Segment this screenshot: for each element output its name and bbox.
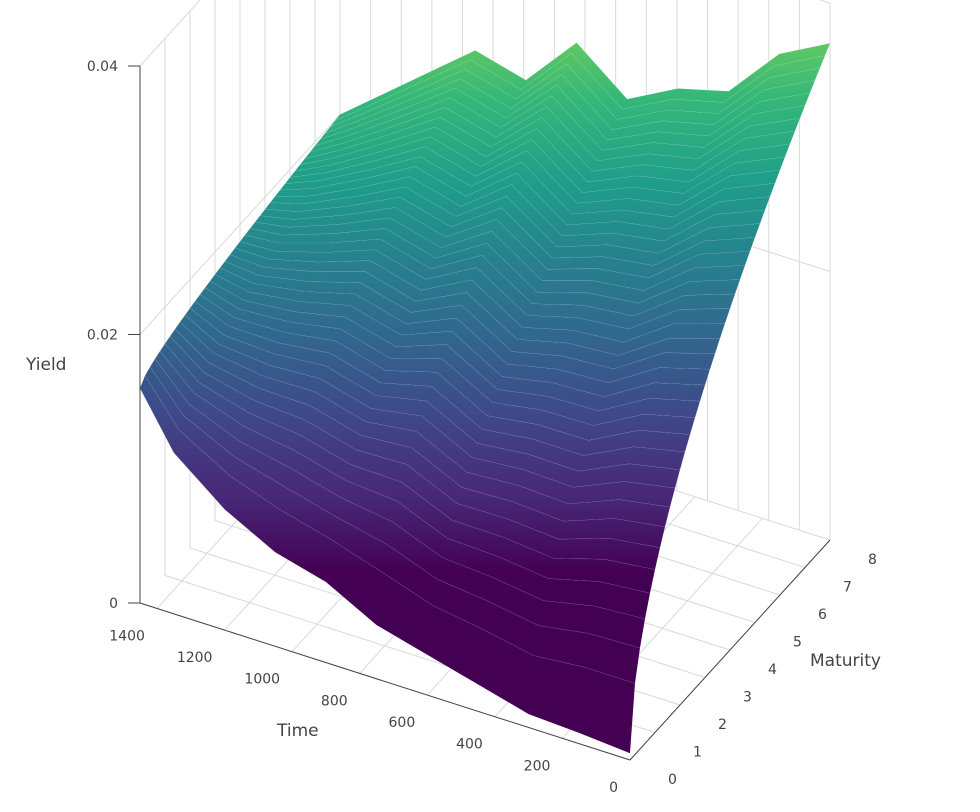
yield-tick-label: 0.04 (87, 59, 118, 75)
time-tick-label: 200 (524, 758, 551, 774)
maturity-axis-title: Maturity (810, 651, 881, 671)
maturity-tick-label: 1 (693, 745, 702, 761)
maturity-tick-label: 8 (868, 552, 877, 568)
time-tick-label: 400 (456, 737, 483, 753)
time-tick-label: 1000 (244, 672, 280, 688)
maturity-tick-label: 3 (743, 690, 752, 706)
yield-tick-label: 0 (109, 596, 118, 612)
maturity-tick-label: 7 (843, 580, 852, 596)
yield-axis-title: Yield (25, 355, 66, 375)
time-tick-label: 1400 (109, 628, 145, 644)
time-tick-label: 800 (321, 693, 348, 709)
axis-line (629, 539, 831, 761)
axis-line (139, 602, 631, 761)
yield-axis-ticks: 0 0.02 0.04 (87, 59, 140, 612)
yield-surface (139, 42, 831, 754)
time-tick-label: 0 (609, 780, 618, 796)
time-axis-ticks: 1400 1200 1000 800 600 400 200 0 (109, 628, 618, 796)
time-tick-label: 1200 (177, 650, 213, 666)
yield-tick-label: 0.02 (87, 328, 118, 344)
time-tick-label: 600 (389, 715, 416, 731)
time-axis-title: Time (276, 721, 319, 741)
maturity-tick-label: 2 (718, 717, 727, 733)
maturity-tick-label: 4 (768, 662, 777, 678)
maturity-tick-label: 6 (818, 607, 827, 623)
maturity-tick-label: 0 (668, 772, 677, 788)
maturity-tick-label: 5 (793, 635, 802, 651)
